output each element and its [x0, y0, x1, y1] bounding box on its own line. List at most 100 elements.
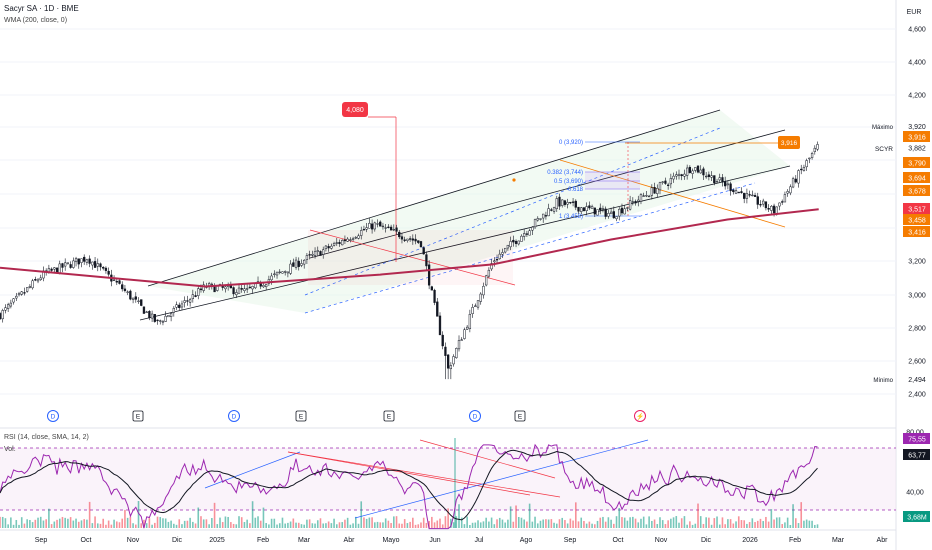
volume-bar: [697, 503, 699, 528]
earnings-marker-icon[interactable]: E: [295, 410, 307, 422]
volume-bar: [129, 516, 132, 528]
volume-bar: [227, 516, 229, 528]
candle-body: [289, 263, 292, 274]
candle-body: [656, 188, 659, 194]
candle-body: [335, 242, 338, 244]
volume-bar: [235, 524, 238, 528]
candle-body: [74, 258, 78, 263]
volume-bar: [452, 522, 455, 528]
candle-body: [123, 288, 127, 291]
volume-bar: [710, 524, 713, 528]
candle-body: [61, 263, 64, 268]
volume-bar: [444, 516, 447, 528]
regression-channel[interactable]: [139, 109, 791, 321]
volume-bar: [50, 524, 53, 528]
fib-level-label: 0.5 (3,690): [554, 179, 583, 185]
volume-bar: [83, 519, 85, 528]
volume-bar: [194, 523, 197, 528]
earnings-bolt-icon[interactable]: ⚡: [634, 410, 646, 422]
candle-body: [9, 302, 13, 307]
volume-bar: [216, 524, 219, 528]
volume-bar: [545, 519, 547, 528]
volume-legend[interactable]: Vol.: [4, 446, 16, 453]
chart-background: [0, 0, 896, 550]
price-tick-label: 3,200: [908, 259, 926, 266]
volume-bar: [724, 524, 726, 528]
volume-bar: [539, 520, 542, 528]
volume-bar: [335, 524, 338, 528]
volume-bar: [308, 519, 311, 528]
volume-bar: [29, 519, 31, 528]
volume-bar: [651, 520, 653, 528]
volume-bar: [436, 520, 439, 528]
volume-bar: [767, 521, 770, 528]
rsi-trendlines[interactable]: [204, 438, 649, 528]
candle-body: [685, 167, 689, 176]
candle-body: [107, 270, 110, 275]
candle-body: [313, 251, 317, 256]
candle-body: [631, 201, 634, 203]
candle-body: [131, 297, 135, 300]
volume-bar: [493, 524, 496, 528]
price-tick-label: 2,400: [908, 392, 926, 399]
volume-bar: [778, 517, 781, 528]
candle-body: [36, 279, 40, 282]
time-axis-label: Jul: [475, 537, 484, 544]
chart-title[interactable]: Sacyr SA · 1D · BME: [4, 4, 79, 13]
candle-body: [509, 241, 512, 248]
candle-body: [1, 310, 4, 320]
event-marker-label: D: [232, 414, 237, 421]
earnings-marker-icon[interactable]: E: [514, 410, 526, 422]
wma-legend[interactable]: WMA (200, close, 0): [4, 17, 68, 24]
candle-body: [813, 147, 816, 152]
candle-body: [438, 315, 442, 336]
candle-body: [53, 267, 56, 270]
candle-body: [153, 314, 156, 322]
candle-body: [172, 308, 175, 313]
candle-body: [612, 211, 615, 219]
candle-body: [118, 280, 121, 284]
volume-bar: [542, 519, 544, 528]
candle-body: [83, 256, 86, 262]
volume-bar: [94, 516, 96, 528]
earnings-marker-icon[interactable]: E: [132, 410, 144, 422]
volume-bar: [661, 520, 664, 528]
volume-bar: [735, 521, 737, 528]
candle-body: [275, 271, 279, 276]
fib-level-label: 0 (3,920): [559, 140, 583, 146]
volume-bar: [7, 524, 9, 528]
time-axis[interactable]: Sep Oct Nov Dic 2025 Feb Mar Abr Mayo Jun Jul Ago Se…: [35, 537, 888, 544]
candle-body: [563, 200, 567, 205]
event-markers[interactable]: D E D E E D E ⚡: [47, 410, 646, 422]
candle-body: [197, 288, 200, 296]
candle-body: [26, 287, 29, 292]
volume-bar: [485, 517, 487, 528]
earnings-marker-icon[interactable]: E: [383, 410, 395, 422]
rsi-legend[interactable]: RSI (14, close, SMA, 14, 2): [4, 434, 89, 441]
rsi-badge-label: 3,68M: [907, 515, 927, 522]
event-marker-label: E: [136, 414, 141, 421]
dividend-marker-icon[interactable]: D: [47, 410, 59, 422]
candle-body: [626, 207, 629, 209]
dividend-marker-icon[interactable]: D: [228, 410, 240, 422]
candle-body: [224, 286, 227, 290]
candle-body: [539, 218, 542, 220]
candle-body: [460, 339, 463, 341]
volume-bar: [531, 521, 534, 528]
volume-bar: [352, 523, 354, 528]
volume-bar: [667, 520, 669, 528]
volume-bar: [507, 519, 509, 528]
volume-bar: [458, 504, 460, 528]
volume-bar: [425, 522, 428, 528]
volume-bar: [61, 516, 64, 528]
price-scale[interactable]: EUR 4,600 4,400 4,200 3,200 3,000 2,800 2,600 2,…: [872, 9, 930, 522]
channel-mid: [309, 129, 786, 259]
volume-bar: [751, 518, 754, 528]
candle-body: [653, 187, 656, 194]
volume-bar: [284, 523, 286, 528]
dividend-marker-icon[interactable]: D: [469, 410, 481, 422]
candle-body: [666, 184, 670, 186]
candle-body: [373, 222, 376, 230]
volume-bar: [303, 524, 305, 528]
